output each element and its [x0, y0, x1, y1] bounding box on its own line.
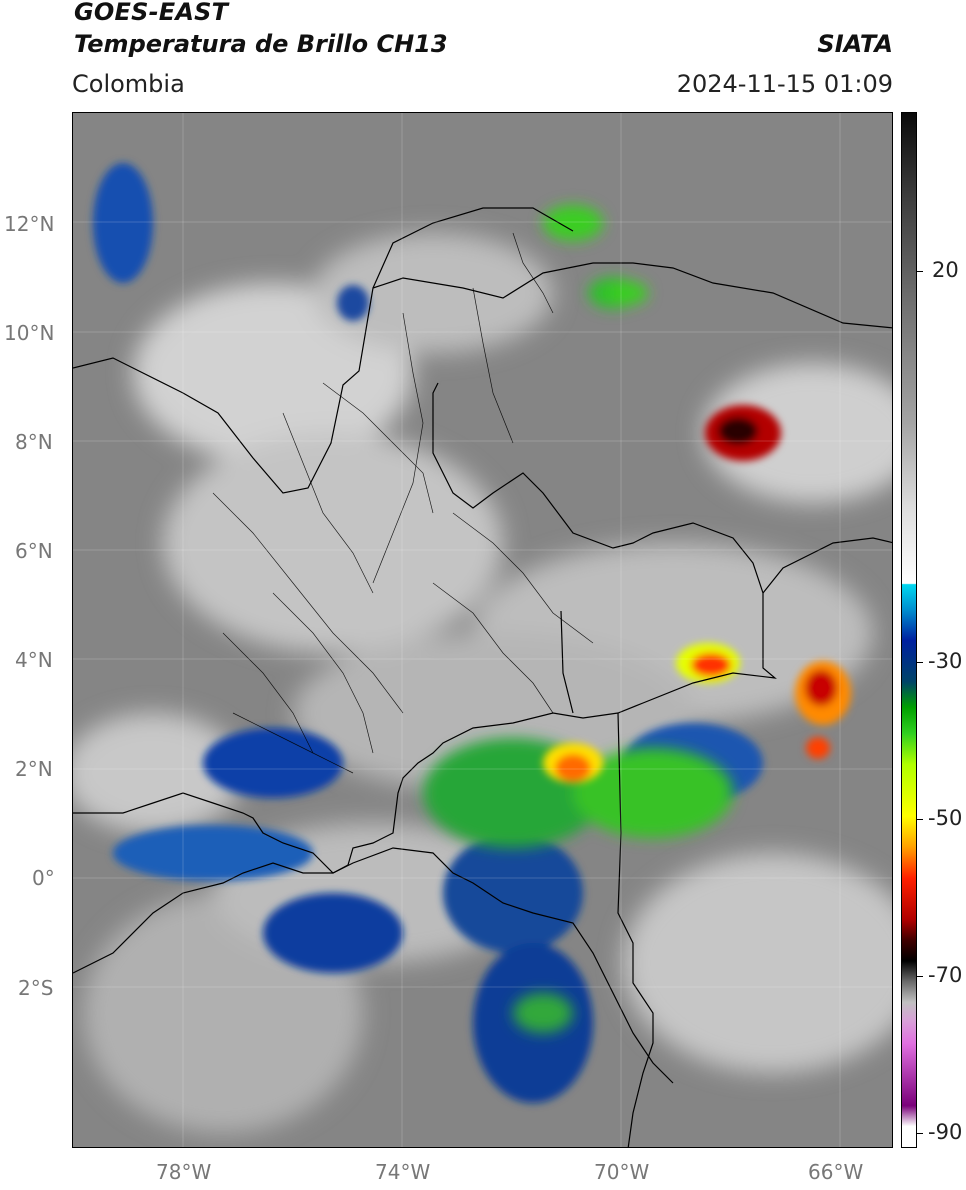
lat-tick-12n: 12°N — [4, 212, 55, 236]
region-label: Colombia — [72, 70, 185, 98]
lat-tick-6n: 6°N — [15, 539, 53, 563]
colorbar-tick-minus50 — [917, 819, 923, 820]
temperature-colorbar — [901, 112, 917, 1148]
colorbar-tick-minus90 — [917, 1133, 923, 1134]
title-satellite: GOES-EAST — [74, 0, 229, 26]
map-canvas — [73, 113, 892, 1147]
title-product: Temperatura de Brillo CH13 — [74, 30, 448, 58]
lon-tick-74w: 74°W — [375, 1160, 431, 1184]
colorbar-tick-minus30 — [917, 662, 923, 663]
country-borders — [73, 207, 892, 1147]
colorbar-label-minus30: -30 — [928, 649, 963, 673]
colorbar-label-minus90: -90 — [928, 1120, 963, 1144]
lat-tick-2s: 2°S — [18, 976, 54, 1000]
colorbar-label-20: 20 — [932, 258, 959, 282]
lon-tick-70w: 70°W — [594, 1160, 650, 1184]
department-borders — [212, 232, 594, 774]
datetime-label: 2024-11-15 01:09 — [676, 70, 893, 98]
lat-tick-2n: 2°N — [15, 757, 53, 781]
colorbar-tick-minus70 — [917, 976, 923, 977]
colorbar-label-minus70: -70 — [928, 963, 963, 987]
lat-tick-10n: 10°N — [4, 321, 55, 345]
satellite-map — [72, 112, 893, 1148]
graticule — [73, 113, 892, 1147]
lon-tick-78w: 78°W — [156, 1160, 212, 1184]
lat-tick-4n: 4°N — [15, 648, 53, 672]
colorbar-label-minus50: -50 — [928, 806, 963, 830]
lat-tick-0: 0° — [32, 866, 55, 890]
lat-tick-8n: 8°N — [15, 430, 53, 454]
colorbar-tick-20 — [917, 271, 923, 272]
convective-yellow-red — [543, 405, 851, 783]
brand-label: SIATA — [817, 30, 893, 58]
lon-tick-66w: 66°W — [808, 1160, 864, 1184]
